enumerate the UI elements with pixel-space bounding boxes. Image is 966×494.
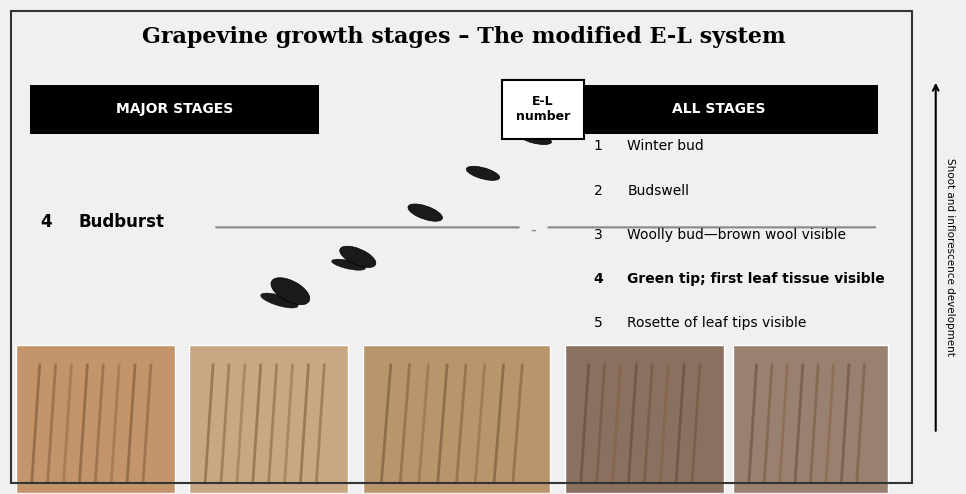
Text: 3: 3: [594, 228, 603, 242]
Text: Grapevine growth stages – The modified E-L system: Grapevine growth stages – The modified E…: [142, 26, 785, 48]
Ellipse shape: [467, 166, 499, 180]
Bar: [15, 345, 175, 493]
Text: Winter bud: Winter bud: [628, 139, 704, 153]
Text: MAJOR STAGES: MAJOR STAGES: [116, 102, 234, 117]
Bar: [560, 85, 878, 134]
Ellipse shape: [271, 278, 310, 305]
Text: Shoot and inflorescence development: Shoot and inflorescence development: [945, 158, 955, 356]
Ellipse shape: [340, 246, 376, 267]
Bar: [565, 345, 724, 493]
Ellipse shape: [331, 259, 365, 270]
Text: Green tip; first leaf tissue visible: Green tip; first leaf tissue visible: [628, 272, 885, 286]
Ellipse shape: [521, 133, 552, 145]
Text: ALL STAGES: ALL STAGES: [672, 102, 766, 117]
Ellipse shape: [408, 204, 442, 221]
Text: 1: 1: [594, 139, 603, 153]
Text: Budburst: Budburst: [78, 213, 164, 231]
Text: 5: 5: [594, 316, 603, 330]
Bar: [30, 85, 319, 134]
Bar: [189, 345, 348, 493]
Text: Budswell: Budswell: [628, 183, 690, 198]
Text: 4: 4: [40, 213, 51, 231]
Text: Rosette of leaf tips visible: Rosette of leaf tips visible: [628, 316, 807, 330]
Text: 2: 2: [594, 183, 603, 198]
Text: Woolly bud—brown wool visible: Woolly bud—brown wool visible: [628, 228, 846, 242]
Bar: [362, 345, 551, 493]
Ellipse shape: [261, 293, 298, 308]
Text: E-L
number: E-L number: [516, 95, 570, 124]
Text: -: -: [530, 221, 536, 239]
Text: 4: 4: [594, 272, 604, 286]
Bar: [733, 345, 888, 493]
Bar: [502, 80, 584, 139]
